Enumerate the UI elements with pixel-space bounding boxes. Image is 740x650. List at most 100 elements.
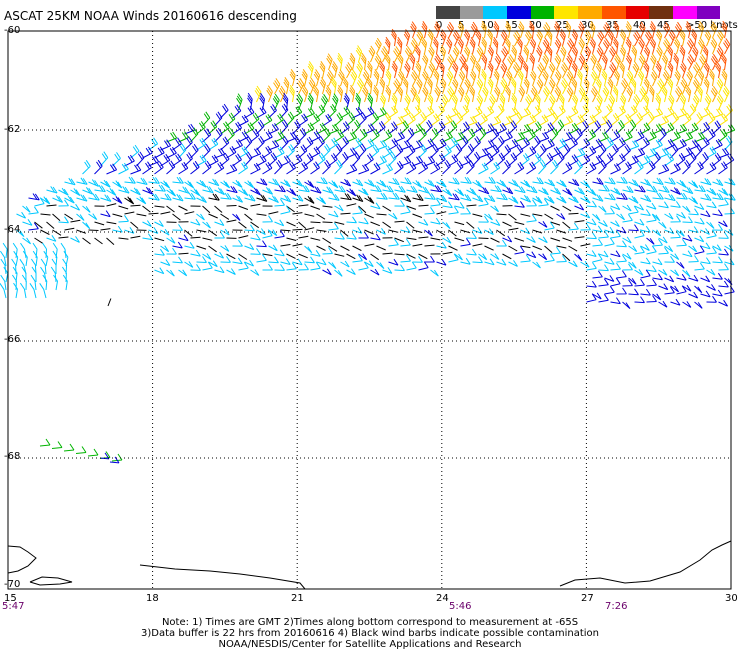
wind-barb: [244, 243, 255, 251]
legend-tick-8: 40: [633, 20, 646, 31]
wind-barb: [484, 213, 493, 221]
wind-barb: [100, 228, 111, 231]
wind-barb: [340, 260, 350, 268]
wind-barb: [142, 186, 154, 195]
wind-barb: [628, 245, 638, 253]
wind-barb: [88, 193, 100, 201]
wind-barb: [124, 154, 135, 167]
wind-barb: [244, 180, 255, 189]
wind-barb: [364, 123, 376, 135]
y-label-60: -60: [4, 25, 21, 36]
wind-barb: [370, 253, 379, 261]
wind-barb: [40, 266, 47, 283]
wind-barb: [554, 85, 562, 103]
wind-barb: [496, 239, 507, 247]
wind-barb: [136, 151, 145, 167]
wind-barb: [448, 107, 459, 119]
wind-barb: [476, 77, 484, 95]
y-label-66: -66: [4, 334, 21, 345]
wind-barb: [178, 234, 189, 242]
legend-swatch-4: [530, 6, 555, 19]
wind-barb: [700, 228, 710, 235]
wind-barb: [703, 77, 710, 95]
wind-barb: [634, 112, 644, 127]
wind-barb: [655, 92, 662, 111]
wind-barb: [526, 236, 536, 243]
wind-barb: [488, 93, 496, 111]
wind-barb: [454, 221, 465, 226]
wind-barb: [232, 179, 243, 188]
wind-barb: [313, 84, 319, 103]
wind-barb: [391, 61, 398, 79]
wind-barb: [376, 139, 388, 151]
wind-barb: [238, 205, 249, 210]
wind-barb: [196, 245, 207, 250]
wind-barb: [322, 143, 331, 159]
wind-barb: [661, 85, 668, 103]
wind-barb: [496, 193, 508, 201]
wind-barb: [562, 205, 572, 212]
wind-barb: [268, 211, 279, 215]
wind-barb: [604, 275, 615, 282]
wind-barb: [370, 233, 381, 241]
wind-barb: [118, 237, 129, 240]
wind-barb: [532, 245, 542, 251]
wind-barb: [352, 106, 363, 119]
wind-barb: [698, 54, 707, 71]
wind-barb: [367, 92, 374, 111]
wind-barb: [586, 250, 597, 257]
wind-barb: [574, 253, 583, 262]
wind-barb: [446, 69, 454, 87]
wind-barb: [356, 77, 364, 95]
wind-barb: [586, 162, 597, 175]
wind-barb: [262, 145, 273, 159]
wind-barb: [716, 93, 724, 111]
wind-barb: [64, 227, 75, 231]
wind-barb: [643, 77, 650, 95]
wind-barb: [112, 213, 123, 218]
wind-barb: [58, 216, 69, 224]
wind-barb: [622, 301, 631, 309]
wind-barb: [490, 205, 500, 213]
wind-barb: [244, 106, 255, 119]
wind-barb: [274, 264, 285, 271]
wind-barb: [478, 215, 489, 223]
wind-barb: [566, 85, 574, 103]
wind-barb: [529, 37, 537, 55]
wind-barb: [51, 441, 63, 449]
y-label-64: -64: [4, 224, 21, 235]
wind-barb: [262, 215, 273, 223]
wind-barb: [416, 29, 424, 47]
wind-barb: [454, 131, 466, 143]
wind-barb: [286, 161, 297, 175]
wind-barb: [716, 77, 724, 95]
wind-barb: [376, 228, 386, 235]
wind-barb: [595, 61, 602, 79]
wind-barb: [640, 225, 651, 233]
wind-barb: [214, 147, 226, 159]
wind-barb: [326, 69, 334, 87]
wind-barb: [316, 196, 327, 205]
wind-barb: [613, 21, 620, 39]
wind-barb: [610, 277, 621, 287]
wind-barb: [298, 263, 309, 271]
wind-barb: [616, 105, 626, 119]
wind-barb: [664, 193, 676, 202]
wind-barb: [466, 232, 477, 239]
wind-barb: [202, 143, 211, 159]
wind-barb: [670, 201, 681, 208]
wind-barb: [592, 105, 602, 119]
wind-barb: [596, 93, 603, 111]
wind-barb: [712, 120, 722, 135]
wind-barb: [400, 106, 411, 119]
wind-barb: [310, 261, 321, 271]
wind-barb: [505, 84, 511, 103]
wind-barb: [560, 62, 569, 79]
wind-barb: [676, 229, 685, 237]
wind-barb: [58, 187, 69, 196]
wind-barb: [358, 163, 370, 175]
wind-barb: [286, 262, 297, 271]
wind-barb: [421, 53, 429, 71]
wind-barb: [334, 129, 345, 143]
wind-barb: [712, 223, 723, 231]
